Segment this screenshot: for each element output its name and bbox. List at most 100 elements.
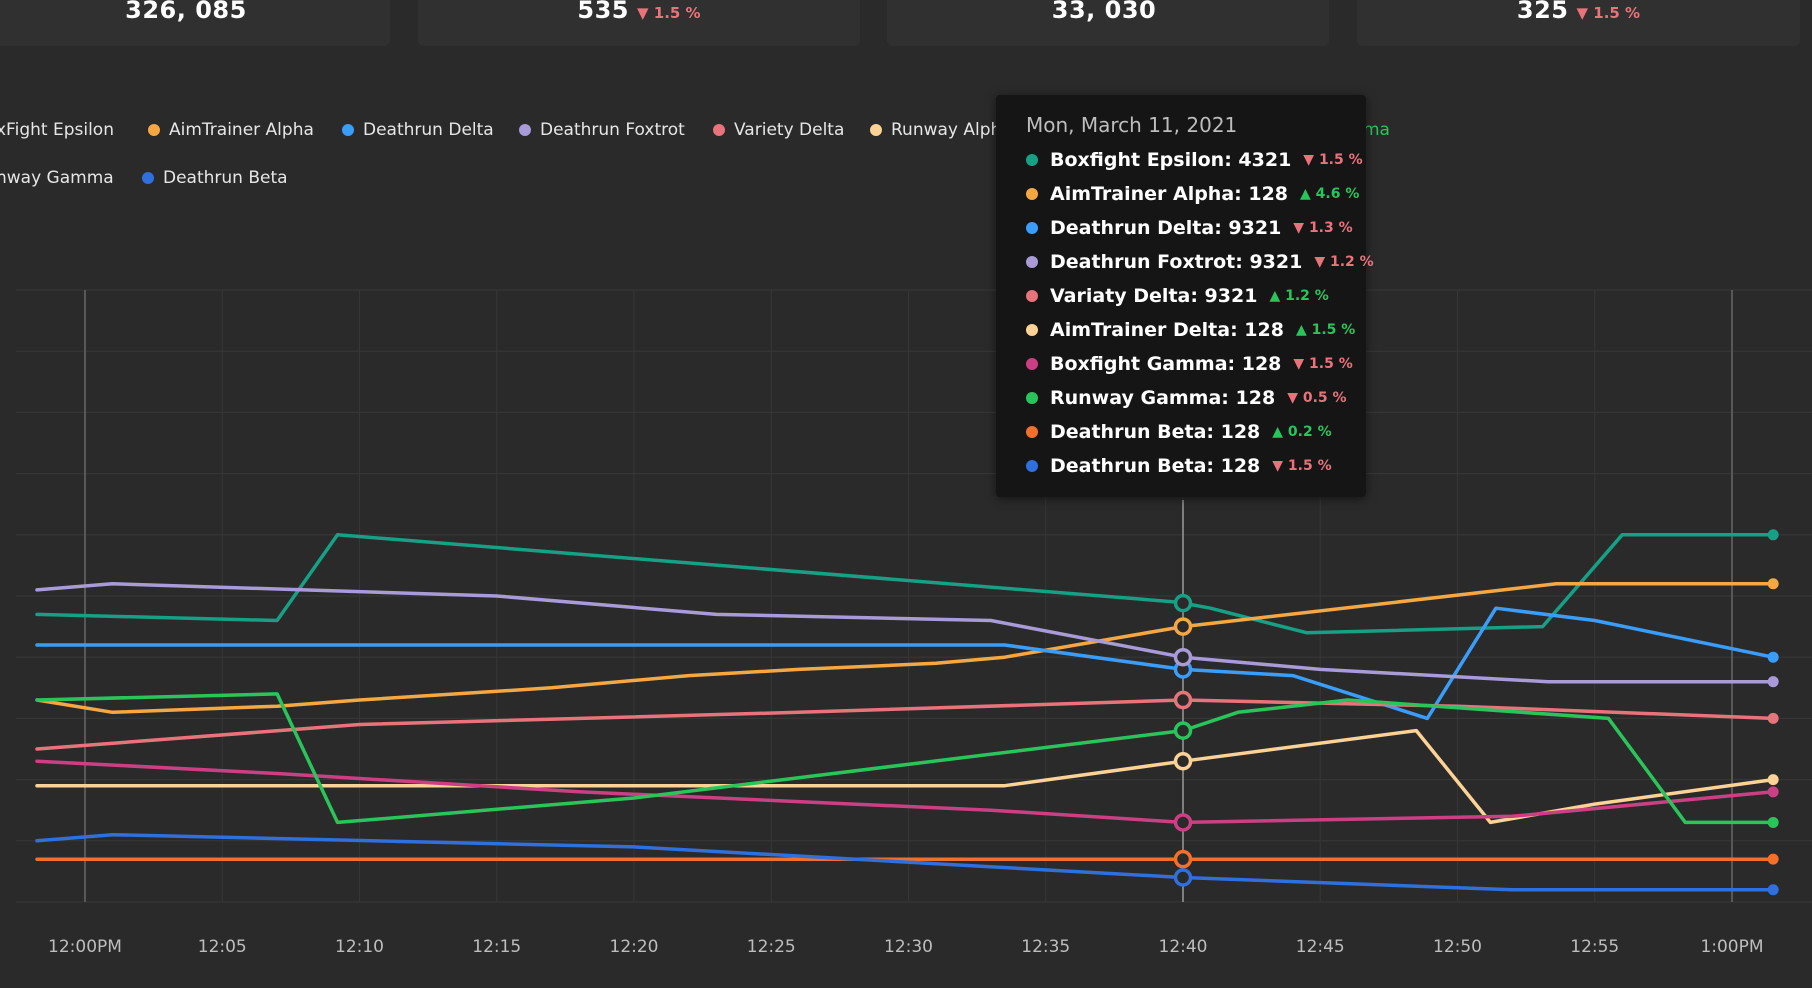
- hover-markers: [1173, 593, 1193, 887]
- x-tick-label: 12:30: [884, 937, 933, 957]
- x-axis-ticks: 12:00PM 12:05 12:10 12:15 12:20 12:25 12:30 12:…: [48, 937, 1764, 957]
- stat-delta: ▼ 1.5 %: [637, 4, 701, 22]
- legend-label: ma: [1363, 120, 1390, 140]
- tooltip-label: AimTrainer Alpha: 128: [1050, 183, 1289, 205]
- tooltip-row: AimTrainer Alpha: 128 ▲ 4.6 %: [1026, 183, 1359, 205]
- tooltip-row: Boxfight Gamma: 128 ▼ 1.5 %: [1026, 353, 1353, 375]
- legend-item[interactable]: Runway Alph: [870, 120, 1001, 140]
- legend-item[interactable]: Variety Delta: [713, 120, 844, 140]
- tooltip-label: Variaty Delta: 9321: [1050, 285, 1258, 307]
- series-end-point: [1767, 712, 1779, 724]
- tooltip-delta: ▲ 1.5 %: [1295, 322, 1356, 338]
- stat-card-3: 33, 030: [887, 0, 1329, 46]
- legend-item[interactable]: AimTrainer Alpha: [148, 120, 314, 140]
- series-line: [35, 582, 1775, 684]
- tooltip-delta: ▼ 1.5 %: [1293, 356, 1353, 372]
- legend-label: AimTrainer Alpha: [169, 120, 314, 140]
- legend-item[interactable]: xFight Epsilon: [0, 120, 114, 140]
- chart-series: [35, 529, 1779, 896]
- hover-point: [1173, 690, 1193, 710]
- tooltip-label: Deathrun Beta: 128: [1050, 421, 1261, 443]
- stat-delta: ▼ 1.5 %: [1576, 4, 1641, 22]
- tooltip-row: Deathrun Foxtrot: 9321 ▼ 1.2 %: [1026, 251, 1374, 273]
- series-dot-icon: [1026, 358, 1038, 370]
- hover-point: [1173, 617, 1193, 636]
- series-end-point: [1767, 853, 1779, 865]
- legend-label: Deathrun Delta: [363, 120, 494, 140]
- tooltip-date: Mon, March 11, 2021: [1026, 113, 1238, 137]
- series-dot-icon: [1026, 222, 1038, 234]
- tooltip-row: Deathrun Beta: 128 ▲ 0.2 %: [1026, 421, 1332, 443]
- x-tick-label: 1:00PM: [1700, 937, 1763, 957]
- tooltip-row: Runway Gamma: 128 ▼ 0.5 %: [1026, 387, 1347, 409]
- legend-label: Variety Delta: [734, 120, 845, 140]
- x-tick-label: 12:45: [1296, 937, 1345, 957]
- stat-card-2: 535 ▼ 1.5 %: [418, 0, 860, 46]
- tooltip-delta: ▲ 0.2 %: [1272, 424, 1332, 440]
- tooltip-delta: ▼ 0.5 %: [1287, 390, 1347, 406]
- series-line: [35, 832, 1775, 892]
- series-dot-icon: [1026, 154, 1038, 166]
- series-end-point: [1767, 774, 1779, 786]
- x-tick-label: 12:20: [610, 937, 659, 957]
- x-tick-label: 12:10: [335, 937, 384, 957]
- legend-dot-icon: [870, 124, 882, 136]
- tooltip-row: AimTrainer Delta: 128 ▲ 1.5 %: [1026, 319, 1355, 341]
- chart-grid: [16, 289, 1812, 903]
- legend-item[interactable]: nway Gamma: [0, 168, 114, 188]
- series-line: [35, 606, 1775, 721]
- legend-label: nway Gamma: [0, 168, 114, 188]
- series-end-point: [1767, 884, 1779, 896]
- hover-point: [1173, 721, 1193, 740]
- series-dot-icon: [1026, 426, 1038, 438]
- chart-tooltip: Mon, March 11, 2021 Boxfight Epsilon: 43…: [996, 95, 1374, 497]
- legend-item[interactable]: Deathrun Delta: [342, 120, 494, 140]
- legend-label: Deathrun Beta: [163, 168, 288, 188]
- series-end-point: [1767, 529, 1779, 541]
- tooltip-label: Deathrun Foxtrot: 9321: [1050, 251, 1303, 273]
- tooltip-delta: ▼ 1.3 %: [1293, 220, 1353, 236]
- series-end-point: [1767, 816, 1779, 828]
- legend-item[interactable]: ma: [1363, 120, 1390, 140]
- series-end-point: [1767, 676, 1779, 688]
- legend-dot-icon: [342, 124, 354, 136]
- series-dot-icon: [1026, 324, 1038, 336]
- legend-dot-icon: [148, 124, 160, 136]
- x-tick-label: 12:00PM: [48, 937, 122, 957]
- hover-point: [1173, 813, 1193, 832]
- tooltip-delta: ▼ 1.2 %: [1314, 254, 1374, 270]
- series-end-point: [1767, 651, 1779, 663]
- stat-card-1: 326, 085: [0, 0, 390, 46]
- tooltip-delta: ▼ 1.5 %: [1272, 458, 1332, 474]
- series-line: [35, 759, 1775, 825]
- legend-label: xFight Epsilon: [0, 120, 114, 140]
- stat-value: 33, 030: [1051, 0, 1157, 24]
- tooltip-label: Runway Gamma: 128: [1050, 387, 1276, 409]
- series-dot-icon: [1026, 290, 1038, 302]
- x-tick-label: 12:55: [1570, 937, 1619, 957]
- x-tick-label: 12:50: [1433, 937, 1482, 957]
- hover-point: [1173, 868, 1193, 887]
- tooltip-label: Deathrun Beta: 128: [1050, 455, 1261, 477]
- stat-value: 326, 085: [125, 0, 247, 24]
- hover-point: [1173, 647, 1193, 667]
- x-tick-label: 12:40: [1159, 937, 1208, 957]
- hover-point: [1173, 849, 1193, 869]
- stat-card-4: 325 ▼ 1.5 %: [1357, 0, 1800, 46]
- tooltip-row: Boxfight Epsilon: 4321 ▼ 1.5 %: [1026, 149, 1363, 171]
- series-end-point: [1767, 786, 1779, 798]
- series-dot-icon: [1026, 460, 1038, 472]
- legend-item[interactable]: Deathrun Foxtrot: [519, 120, 685, 140]
- tooltip-delta: ▲ 1.2 %: [1269, 288, 1329, 304]
- stat-value: 325: [1516, 0, 1569, 24]
- tooltip-delta: ▲ 4.6 %: [1300, 186, 1360, 202]
- x-tick-label: 12:05: [198, 937, 247, 957]
- tooltip-label: Boxfight Gamma: 128: [1050, 353, 1282, 375]
- hover-point: [1173, 751, 1193, 771]
- series-dot-icon: [1026, 256, 1038, 268]
- tooltip-label: Deathrun Delta: 9321: [1050, 217, 1282, 239]
- hover-point: [1173, 593, 1193, 613]
- legend-label: Deathrun Foxtrot: [540, 120, 685, 140]
- legend-item[interactable]: Deathrun Beta: [142, 168, 288, 188]
